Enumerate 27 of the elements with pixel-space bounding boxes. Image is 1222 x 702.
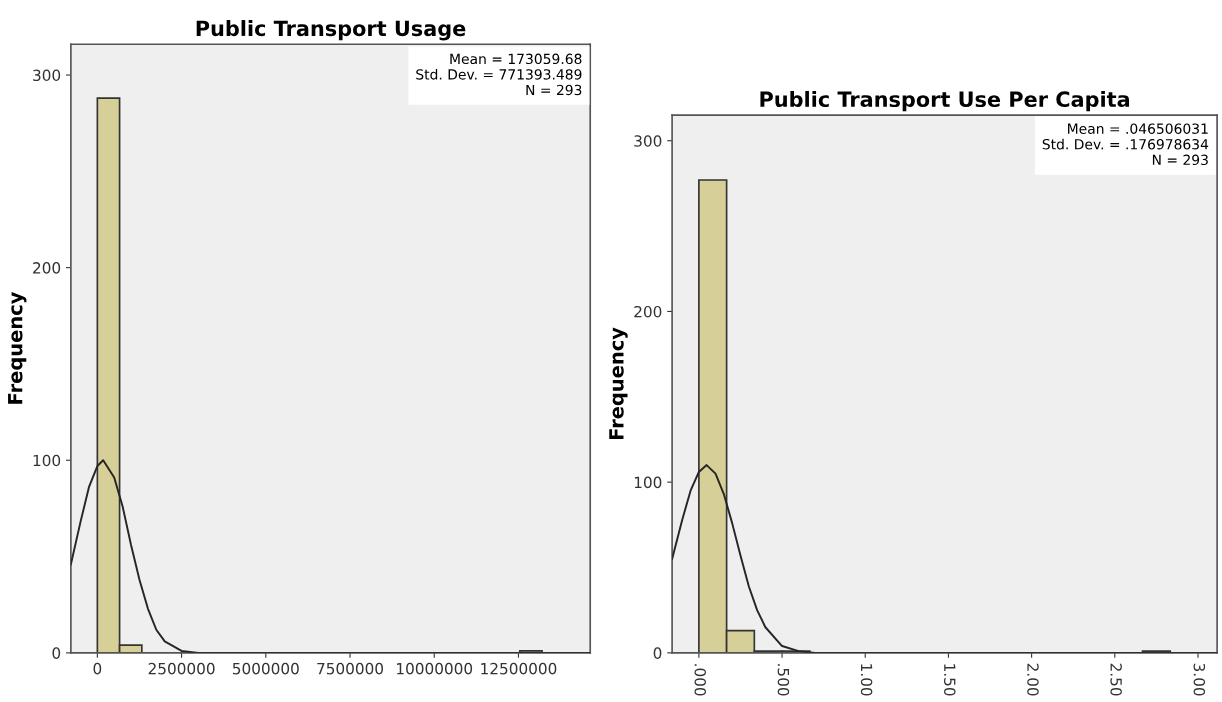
y-axis-title: Frequency	[8, 291, 27, 404]
x-tick-label: 1.50	[944, 664, 956, 696]
chart-title: Public Transport Usage	[196, 20, 466, 41]
x-tick-label: .000	[694, 664, 707, 696]
annotation: Mean = .046506031 Std. Dev. = .176978634 N = 293	[1042, 123, 1209, 166]
x-tick-label: 10000000	[397, 662, 473, 675]
x-tick-label: 2500000	[148, 662, 215, 675]
y-tick-label: 0	[52, 647, 61, 659]
x-tick-label: 7500000	[317, 662, 384, 675]
x-tick-label: 3.00	[1193, 663, 1206, 696]
x-tick-label: .500	[777, 664, 790, 696]
y-tick-label: 200	[634, 305, 662, 318]
x-tick-label: 2.00	[1027, 663, 1039, 696]
y-tick-label: 0	[653, 647, 662, 659]
x-tick-label: 1.00	[860, 664, 873, 696]
y-tick-label: 300	[634, 135, 662, 147]
x-tick-label: 12500000	[481, 662, 557, 675]
annotation: Mean = 173059.68 Std. Dev. = 771393.489 N = 293	[416, 53, 582, 96]
chart-title: Public Transport Use Per Capita	[760, 90, 1130, 112]
x-tick-label: 5000000	[232, 662, 299, 675]
x-tick-label: 2.50	[1110, 663, 1122, 696]
y-axis-title: Frequency	[609, 327, 628, 440]
y-tick-label: 300	[33, 69, 61, 82]
y-tick-label: 100	[33, 454, 61, 467]
x-tick-label: 0	[93, 662, 102, 675]
y-tick-label: 200	[33, 262, 61, 274]
y-tick-label: 100	[634, 476, 662, 489]
